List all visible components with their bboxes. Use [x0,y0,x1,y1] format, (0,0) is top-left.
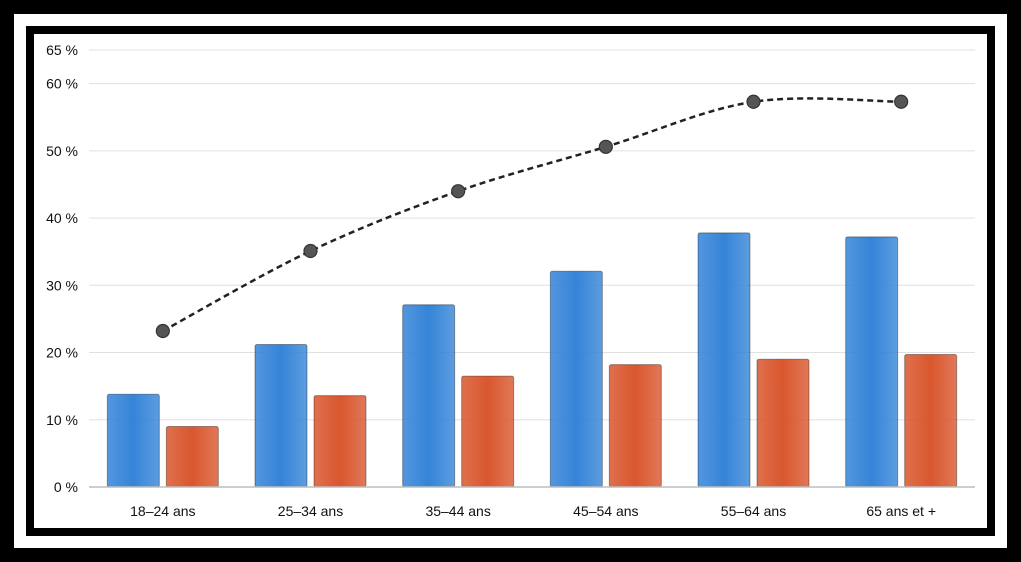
y-tick-label: 50 % [46,143,78,159]
x-tick-label: 45–54 ans [573,503,638,519]
bar-series-2 [461,375,515,488]
bar-series-1 [254,343,308,488]
y-axis-ticks: 0 % 10 % 20 % 30 % 40 % 50 % 60 % 65 % [46,42,78,495]
x-tick-label: 65 ans et + [866,503,936,519]
bars [106,232,958,488]
bar-series-1 [697,232,751,488]
x-tick-label: 55–64 ans [721,503,786,519]
y-tick-label: 0 % [54,479,78,495]
bar-series-1 [106,393,160,488]
x-tick-label: 25–34 ans [278,503,343,519]
x-tick-label: 35–44 ans [425,503,490,519]
y-tick-label: 10 % [46,412,78,428]
y-tick-label: 60 % [46,76,78,92]
y-tick-label: 30 % [46,277,78,293]
trend-line-point [155,323,170,339]
bar-series-2 [756,358,810,488]
bar-series-2 [165,425,219,488]
trend-line-point [451,184,466,199]
bar-series-2 [313,395,367,488]
x-tick-label: 18–24 ans [130,503,195,519]
y-tick-label: 40 % [46,210,78,226]
x-axis-ticks: 18–24 ans 25–34 ans 35–44 ans 45–54 ans 55–6… [130,503,936,519]
trend-line-point [303,243,318,259]
bar-series-1 [845,236,899,488]
bar-series-1 [549,270,603,488]
bar-series-2 [608,364,662,488]
y-tick-label: 65 % [46,42,78,58]
trend-line-path [162,97,902,333]
trend-line-point [598,139,613,154]
bar-series-1 [402,304,456,488]
y-tick-label: 20 % [46,345,78,361]
bar-series-2 [904,354,958,488]
trend-line [155,94,909,339]
gridlines [89,49,975,421]
trend-line-point [894,94,909,109]
trend-line-point [746,94,761,109]
